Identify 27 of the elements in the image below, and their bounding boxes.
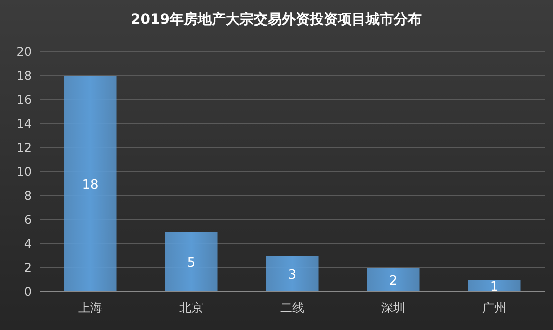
y-tick-label: 12 [16,141,32,155]
y-tick-label: 18 [16,69,32,83]
bar [266,256,319,292]
y-tick-label: 10 [16,165,32,179]
y-tick-label: 2 [24,261,32,275]
x-tick-label: 深圳 [382,301,406,315]
bar [367,268,420,292]
data-label: 18 [82,178,99,193]
x-tick-label: 上海 [78,301,102,315]
y-tick-label: 6 [24,213,32,227]
bar [165,232,218,292]
y-tick-label: 0 [24,285,32,299]
data-label: 1 [490,280,499,295]
y-tick-label: 14 [16,117,32,131]
data-label: 5 [187,256,196,271]
y-tick-label: 4 [24,237,32,251]
y-tick-label: 20 [16,45,32,59]
data-label: 2 [389,274,398,289]
y-tick-label: 8 [24,189,32,203]
chart-title: 2019年房地产大宗交易外资投资项目城市分布 [131,11,422,28]
x-tick-label: 二线 [280,301,304,315]
x-tick-label: 北京 [180,301,204,315]
bar [468,280,521,292]
y-tick-label: 16 [16,93,32,107]
data-label: 3 [288,268,297,283]
x-tick-label: 广州 [482,301,506,315]
bar [64,76,117,292]
